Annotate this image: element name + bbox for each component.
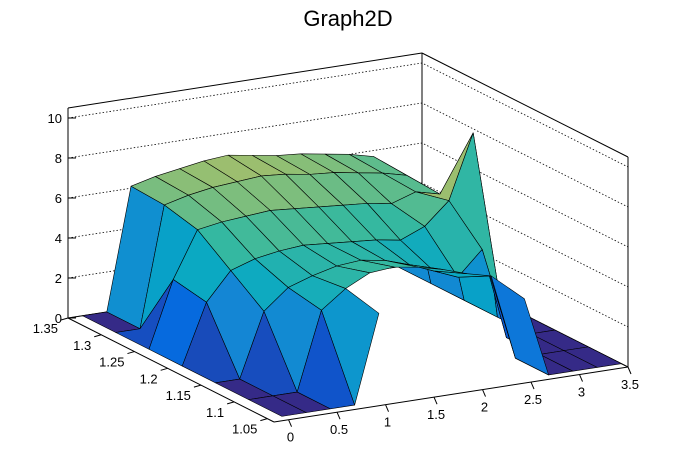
chart-title: Graph2D bbox=[303, 6, 392, 31]
x-tick-label: 3.5 bbox=[621, 377, 639, 392]
x-tick bbox=[433, 396, 438, 405]
y-tick-label: 1.2 bbox=[140, 371, 158, 386]
y-tick bbox=[226, 401, 235, 405]
y-tick bbox=[193, 384, 202, 388]
z-tick-label: 10 bbox=[48, 111, 62, 126]
y-tick-label: 1.3 bbox=[73, 338, 91, 353]
x-tick bbox=[482, 389, 486, 397]
z-tick-label: 6 bbox=[55, 191, 62, 206]
x-tick-label: 3 bbox=[578, 385, 585, 400]
x-tick bbox=[627, 366, 632, 375]
box-edge bbox=[67, 52, 423, 109]
y-tick-label: 1.15 bbox=[166, 388, 191, 403]
x-tick-label: 1 bbox=[384, 415, 391, 430]
y-tick bbox=[160, 367, 168, 371]
x-tick bbox=[385, 404, 389, 412]
x-axis bbox=[273, 366, 629, 423]
grid-line bbox=[67, 102, 629, 208]
surface-cell bbox=[490, 275, 549, 376]
z-tick-label: 8 bbox=[55, 151, 62, 166]
x-tick-label: 0.5 bbox=[330, 422, 348, 437]
x-tick bbox=[288, 419, 293, 427]
z-tick-label: 0 bbox=[55, 311, 62, 326]
grid-line bbox=[67, 62, 629, 168]
x-tick bbox=[336, 412, 341, 420]
x-tick-label: 0 bbox=[287, 430, 294, 445]
y-axis bbox=[67, 317, 275, 423]
y-tick bbox=[260, 418, 268, 422]
y-tick bbox=[94, 334, 102, 338]
y-tick-label: 1.1 bbox=[206, 405, 224, 420]
y-tick-label: 1.25 bbox=[99, 355, 124, 370]
x-tick bbox=[530, 381, 535, 390]
x-tick bbox=[579, 374, 583, 382]
surface-cell bbox=[248, 395, 307, 417]
x-tick-label: 2 bbox=[481, 400, 488, 415]
y-tick-label: 1.05 bbox=[232, 422, 257, 437]
y-tick bbox=[60, 317, 69, 321]
z-tick-label: 2 bbox=[55, 271, 62, 286]
box-edge bbox=[421, 52, 629, 158]
x-tick-label: 2.5 bbox=[524, 392, 542, 407]
y-tick-label: 1.35 bbox=[33, 321, 58, 336]
y-tick bbox=[127, 351, 135, 355]
x-tick-label: 1.5 bbox=[427, 407, 445, 422]
z-tick-label: 4 bbox=[55, 231, 62, 246]
